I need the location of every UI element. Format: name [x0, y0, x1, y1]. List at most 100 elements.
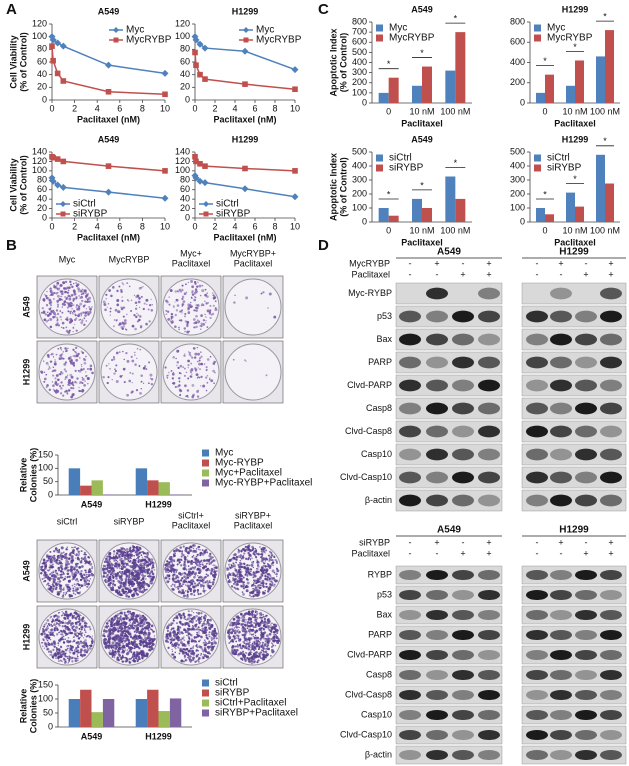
colony: [197, 361, 199, 363]
colony: [171, 649, 172, 650]
colony: [117, 617, 118, 618]
colony: [65, 370, 67, 372]
colony: [45, 561, 47, 563]
colony: [198, 657, 201, 660]
colony: [192, 566, 194, 568]
colony: [57, 562, 60, 565]
colony: [62, 394, 64, 396]
colony: [148, 308, 150, 310]
colony: [112, 584, 114, 586]
colony: [172, 639, 175, 642]
colony: [68, 629, 71, 632]
row-label: A549: [21, 296, 31, 318]
colony: [249, 554, 252, 557]
colony: [246, 578, 248, 580]
colony: [119, 585, 122, 588]
annotation: *: [573, 174, 577, 184]
colony: [115, 562, 118, 565]
colony: [63, 641, 65, 643]
colony: [72, 628, 73, 629]
colony: [56, 374, 59, 377]
colony: [146, 566, 147, 567]
colony: [214, 565, 216, 567]
colony: [71, 308, 72, 309]
bar: [596, 155, 605, 222]
chart-title: H1299: [232, 6, 259, 16]
colony: [252, 588, 254, 590]
colony: [59, 310, 61, 312]
colony: [111, 624, 112, 625]
colony: [181, 560, 182, 561]
chart-title: H1299: [562, 134, 589, 144]
annotation: *: [387, 59, 391, 69]
colony: [116, 352, 119, 355]
colony: [182, 296, 184, 298]
colony: [43, 578, 44, 579]
colony: [123, 592, 124, 593]
legend-swatch: [534, 165, 541, 172]
bar: [147, 690, 158, 727]
x-tick-label: 2: [72, 221, 77, 231]
x-tick-label: 0: [542, 106, 547, 116]
colony: [243, 587, 245, 589]
legend-label: MycRYBP: [126, 35, 172, 46]
colony: [209, 580, 211, 582]
colony: [196, 644, 198, 646]
colony: [80, 321, 83, 324]
colony: [126, 644, 129, 647]
colony: [103, 632, 105, 634]
bar: [455, 199, 465, 222]
y-tick-label: 0: [185, 212, 190, 222]
colony: [141, 588, 142, 589]
colony: [62, 614, 64, 616]
colony: [201, 285, 203, 287]
colony: [210, 379, 213, 382]
colony: [251, 549, 253, 551]
marker: [202, 76, 208, 82]
colony: [270, 565, 271, 566]
colony: [136, 627, 139, 630]
colony: [86, 308, 87, 309]
colony: [87, 579, 89, 581]
colony: [132, 582, 135, 585]
colony: [260, 582, 262, 584]
colony: [73, 573, 75, 575]
colony: [56, 354, 58, 356]
colony: [186, 622, 189, 625]
colony: [107, 584, 109, 586]
colony: [62, 588, 64, 590]
colony: [74, 658, 76, 660]
colony: [242, 558, 244, 560]
colony: [114, 368, 116, 370]
colony: [130, 636, 132, 638]
colony: [213, 570, 216, 573]
colony: [85, 292, 87, 294]
colony: [110, 295, 113, 298]
x-axis-label: Paclitaxel: [554, 118, 596, 128]
colony: [55, 559, 57, 561]
colony: [72, 618, 74, 620]
marker: [242, 185, 249, 192]
marker: [61, 78, 67, 84]
colony: [149, 647, 150, 648]
colony: [75, 583, 77, 585]
colony: [108, 289, 111, 292]
colony: [182, 300, 185, 303]
colony: [177, 639, 180, 642]
colony: [57, 615, 60, 618]
colony: [68, 660, 70, 662]
y-tick-label: 0: [42, 212, 47, 222]
x-tick-label: 4: [95, 103, 100, 113]
colony: [179, 311, 181, 313]
colony: [85, 371, 86, 372]
bar: [566, 193, 575, 222]
colony: [142, 286, 143, 287]
colony: [272, 559, 274, 561]
colony: [130, 310, 132, 312]
colony: [176, 299, 179, 302]
colony: [231, 581, 232, 582]
colony: [74, 355, 77, 358]
x-tick-label: 0: [386, 106, 391, 116]
colony: [194, 557, 197, 560]
colony: [89, 568, 91, 570]
